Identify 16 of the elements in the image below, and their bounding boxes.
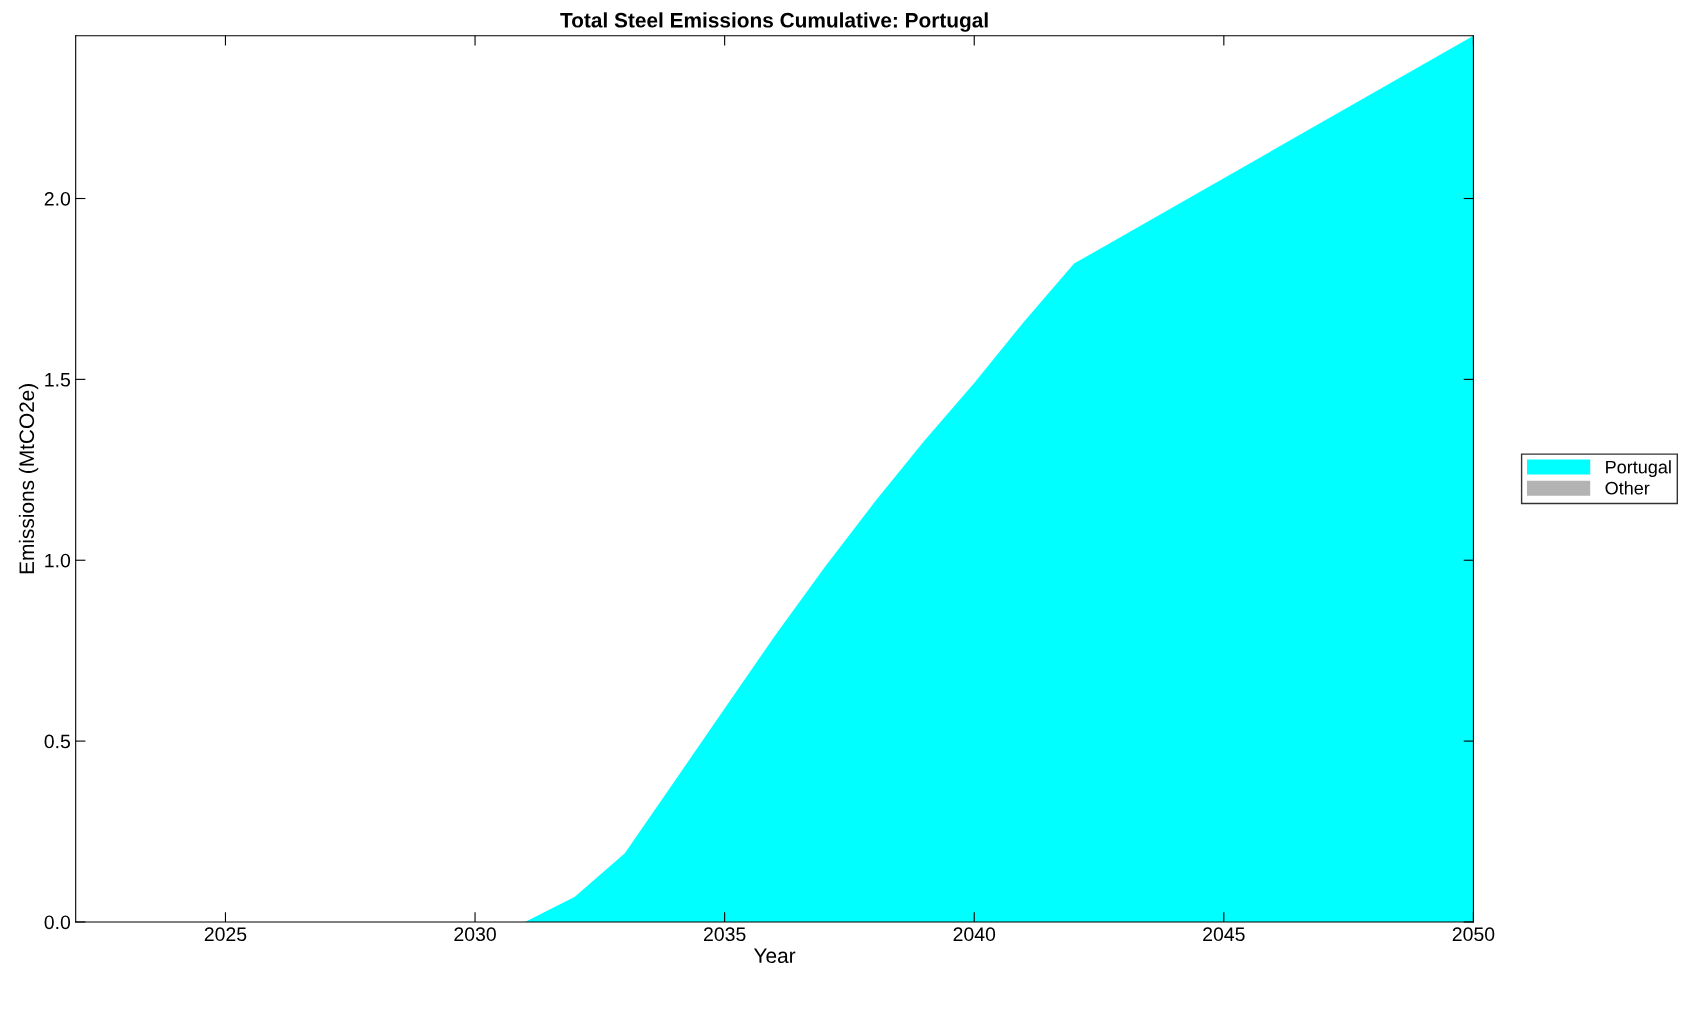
legend-label: Other <box>1605 481 1650 495</box>
x-tick-label: 2040 <box>953 927 996 942</box>
x-tick-label: 2035 <box>703 927 746 942</box>
x-tick-label: 2045 <box>1203 927 1245 942</box>
chart-title: Total Steel Emissions Cumulative: Portugal <box>560 12 988 32</box>
x-tick-label: 2025 <box>204 927 247 942</box>
y-tick-label: 0.0 <box>44 915 71 930</box>
y-tick-label: 1.0 <box>45 553 71 568</box>
legend-label: Portugal <box>1606 460 1671 478</box>
y-axis-title: Emissions (MtCO2e) <box>18 384 39 574</box>
y-tick-label: 2.0 <box>44 191 71 206</box>
x-axis-title: Year <box>753 948 796 964</box>
y-tick-label: 0.5 <box>44 734 71 749</box>
x-tick-label: 2030 <box>454 927 496 942</box>
y-tick-label: 1.5 <box>45 373 71 387</box>
x-tick-label: 2050 <box>1452 927 1495 942</box>
